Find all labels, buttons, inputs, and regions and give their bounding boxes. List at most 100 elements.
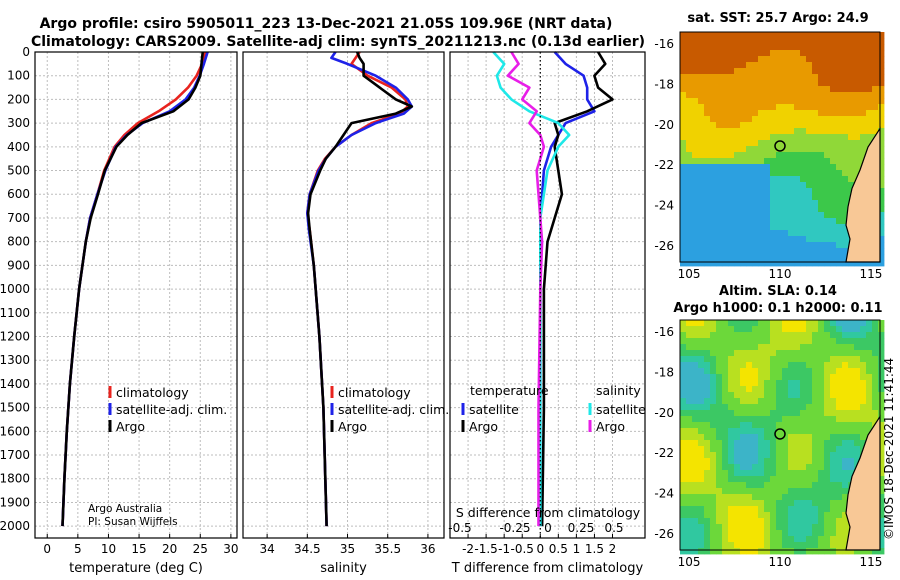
map-cell xyxy=(818,428,825,435)
map-cell xyxy=(842,374,849,381)
map-cell xyxy=(722,512,729,519)
map-cell xyxy=(818,518,825,525)
map-cell xyxy=(686,434,693,441)
map-cell xyxy=(830,134,837,141)
map-cell xyxy=(704,320,711,327)
map-cell xyxy=(818,344,825,351)
map-cell xyxy=(842,224,849,231)
map-cell xyxy=(842,524,849,531)
map-cell xyxy=(692,530,699,537)
map-cell xyxy=(836,338,843,345)
map-cell xyxy=(704,194,711,201)
map-cell xyxy=(746,500,753,507)
map-cell xyxy=(698,542,705,549)
map-cell xyxy=(728,104,735,111)
map-cell xyxy=(836,86,843,93)
map-cell xyxy=(752,110,759,117)
map-cell xyxy=(680,350,687,357)
map-cell xyxy=(848,374,855,381)
map-cell xyxy=(722,536,729,543)
imos-watermark: ©IMOS 18-Dec-2021 11:41:44 xyxy=(882,358,896,540)
map-cell xyxy=(836,392,843,399)
map-cell xyxy=(788,356,795,363)
map-cell xyxy=(788,98,795,105)
map-cell xyxy=(716,260,723,267)
map-cell xyxy=(728,194,735,201)
map-cell xyxy=(794,326,801,333)
map-cell xyxy=(848,440,855,447)
map-cell xyxy=(686,194,693,201)
map-cell xyxy=(872,548,879,555)
map-cell xyxy=(824,440,831,447)
map-cell xyxy=(776,320,783,327)
map-cell xyxy=(764,410,771,417)
map-cell xyxy=(692,140,699,147)
map-cell xyxy=(722,122,729,129)
map-cell xyxy=(770,254,777,261)
map-cell xyxy=(770,182,777,189)
map-cell xyxy=(770,380,777,387)
map-cell xyxy=(764,344,771,351)
map-cell xyxy=(770,50,777,57)
map-cell xyxy=(716,542,723,549)
map-cell xyxy=(686,350,693,357)
map-cell xyxy=(878,212,885,219)
map-cell xyxy=(842,368,849,375)
series-line-s-argo xyxy=(506,51,546,527)
map-cell xyxy=(758,536,765,543)
map-cell xyxy=(704,242,711,249)
map-cell xyxy=(770,104,777,111)
map-cell xyxy=(758,236,765,243)
map-cell xyxy=(680,404,687,411)
map-cell xyxy=(848,464,855,471)
map-cell xyxy=(830,320,837,327)
map-cell xyxy=(746,230,753,237)
map-cell xyxy=(686,176,693,183)
map-cell xyxy=(788,68,795,75)
map-cell xyxy=(698,416,705,423)
map-cell xyxy=(878,218,885,225)
map-cell xyxy=(848,446,855,453)
map-cell xyxy=(848,158,855,165)
map-cell xyxy=(866,410,873,417)
map-cell xyxy=(824,416,831,423)
map-cell xyxy=(848,386,855,393)
map-cell xyxy=(866,416,873,423)
map-cell xyxy=(770,152,777,159)
map-cell xyxy=(830,104,837,111)
map-cell xyxy=(806,518,813,525)
map-cell xyxy=(698,38,705,45)
map-cell xyxy=(878,176,885,183)
map-cell xyxy=(758,512,765,519)
map-cell xyxy=(764,464,771,471)
map-cell xyxy=(764,548,771,555)
map-cell xyxy=(716,206,723,213)
map-cell xyxy=(878,74,885,81)
map-cell xyxy=(788,404,795,411)
map-cell xyxy=(830,56,837,63)
map-cell xyxy=(788,248,795,255)
map-cell xyxy=(812,470,819,477)
map-cell xyxy=(752,410,759,417)
s-tick-label: 0.25 xyxy=(568,521,595,535)
map-cell xyxy=(770,476,777,483)
map-cell xyxy=(680,164,687,171)
map-cell xyxy=(782,422,789,429)
map-cell xyxy=(824,128,831,135)
map-cell xyxy=(788,452,795,459)
map-cell xyxy=(878,116,885,123)
map-cell xyxy=(794,446,801,453)
map-cell xyxy=(878,536,885,543)
map-cell xyxy=(746,440,753,447)
map-cell xyxy=(818,482,825,489)
map-cell xyxy=(680,494,687,501)
map-cell xyxy=(734,320,741,327)
map-cell xyxy=(830,62,837,69)
map-cell xyxy=(686,242,693,249)
map-cell xyxy=(734,518,741,525)
map-cell xyxy=(752,344,759,351)
map-cell xyxy=(728,380,735,387)
map-cell xyxy=(758,428,765,435)
map-cell xyxy=(740,434,747,441)
map-cell xyxy=(770,80,777,87)
